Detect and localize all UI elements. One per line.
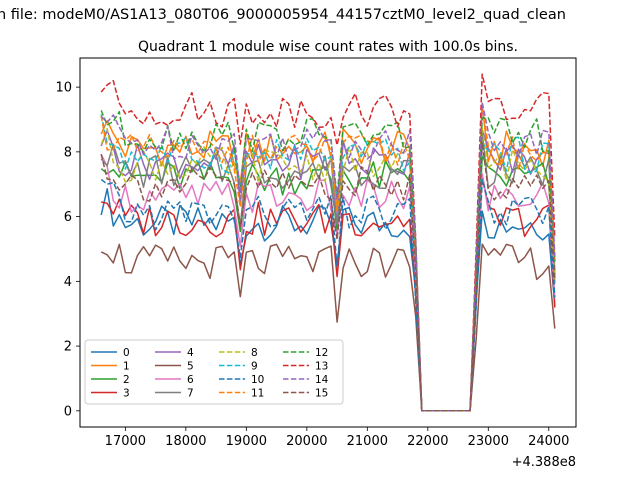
y-tick-label: 10 <box>55 81 72 96</box>
legend-label-9: 9 <box>251 361 258 373</box>
series-line-15 <box>100 141 556 412</box>
y-tick-label: 8 <box>64 145 72 160</box>
legend-label-4: 4 <box>187 347 194 359</box>
y-tick-label: 6 <box>64 210 72 225</box>
y-tick-label: 2 <box>64 340 72 355</box>
figure-suptitle: n file: modeM0/AS1A13_080T06_9000005954_… <box>0 7 566 23</box>
legend-label-13: 13 <box>315 361 328 373</box>
series-line-14 <box>100 101 556 412</box>
legend-label-8: 8 <box>251 347 258 359</box>
x-tick-label: 17000 <box>105 434 146 449</box>
plot-area <box>100 73 556 412</box>
legend-label-15: 15 <box>315 388 328 400</box>
series-line-5 <box>100 243 556 412</box>
legend-label-2: 2 <box>123 374 130 386</box>
x-tick-label: 22000 <box>407 434 448 449</box>
axis-ticks: 17000 18000 19000 20000 21000 22000 23000 24000… <box>55 81 569 449</box>
x-offset-label: +4.388e8 <box>512 455 576 470</box>
legend-label-14: 14 <box>315 374 329 386</box>
y-tick-label: 0 <box>64 404 72 419</box>
legend-label-0: 0 <box>123 347 130 359</box>
x-tick-label: 20000 <box>286 434 327 449</box>
legend-label-1: 1 <box>123 361 130 373</box>
x-tick-label: 23000 <box>468 434 509 449</box>
y-tick-label: 4 <box>64 275 72 290</box>
legend-label-7: 7 <box>187 388 194 400</box>
legend-label-3: 3 <box>123 388 130 400</box>
axes-frame <box>79 57 577 428</box>
legend-box <box>84 339 344 405</box>
x-tick-label: 19000 <box>226 434 267 449</box>
x-tick-label: 21000 <box>347 434 388 449</box>
legend-label-11: 11 <box>251 388 264 400</box>
x-tick-label: 24000 <box>528 434 569 449</box>
x-tick-label: 18000 <box>165 434 206 449</box>
legend-label-5: 5 <box>187 361 194 373</box>
chart-title: Quadrant 1 module wise count rates with … <box>138 39 518 55</box>
legend-label-6: 6 <box>187 374 194 386</box>
series-line-10 <box>100 178 556 412</box>
series-line-0 <box>100 188 556 412</box>
legend-label-10: 10 <box>251 374 264 386</box>
series-line-13 <box>100 73 556 412</box>
legend-label-12: 12 <box>315 347 328 359</box>
